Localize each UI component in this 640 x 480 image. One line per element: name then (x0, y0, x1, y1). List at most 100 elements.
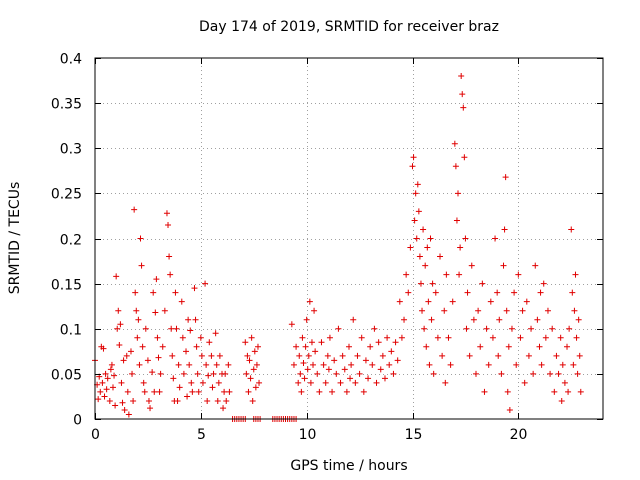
y-tick-label: 0.3 (60, 142, 82, 158)
data-point (341, 366, 348, 373)
data-point (425, 298, 432, 305)
data-point (307, 379, 314, 386)
data-point (210, 370, 217, 377)
data-point (566, 325, 573, 332)
data-point (299, 334, 306, 341)
data-point (388, 348, 395, 355)
data-point (519, 307, 526, 314)
y-axis-label: SRMTID / TECUs (7, 182, 23, 295)
data-point (301, 375, 308, 382)
data-point (352, 379, 359, 386)
data-point (396, 298, 403, 305)
data-point (384, 334, 391, 341)
data-point (155, 354, 162, 361)
y-tick-label: 0.2 (60, 233, 82, 249)
y-tick-label: 0.25 (51, 187, 82, 203)
data-point (439, 352, 446, 359)
data-point (149, 369, 156, 376)
data-point (103, 386, 110, 393)
data-point (511, 289, 518, 296)
data-point (407, 244, 414, 251)
data-point (505, 343, 512, 350)
data-point (144, 357, 151, 364)
data-point (295, 379, 302, 386)
data-point (297, 370, 304, 377)
data-point (133, 307, 140, 314)
x-tick-label: 0 (91, 427, 100, 443)
data-point (305, 352, 312, 359)
data-point (414, 181, 421, 188)
data-point (137, 235, 144, 242)
data-point (252, 384, 259, 391)
data-point (197, 334, 204, 341)
data-point (415, 208, 422, 215)
data-point (311, 307, 318, 314)
data-point (221, 388, 228, 395)
data-point (347, 375, 354, 382)
data-point (335, 325, 342, 332)
data-point (121, 406, 128, 413)
data-point (290, 361, 297, 368)
data-point (154, 334, 161, 341)
data-point (475, 307, 482, 314)
data-point (460, 104, 467, 111)
plot-frame (94, 57, 604, 420)
data-point (151, 388, 158, 395)
data-point (479, 280, 486, 287)
data-point (312, 348, 319, 355)
data-point (348, 361, 355, 368)
data-point (97, 388, 104, 395)
data-point (339, 352, 346, 359)
data-point (457, 244, 464, 251)
data-point (501, 226, 508, 233)
data-point (104, 375, 111, 382)
data-point (326, 334, 333, 341)
data-point (553, 352, 560, 359)
data-point (194, 370, 201, 377)
data-point (495, 352, 502, 359)
data-point (147, 405, 154, 412)
data-point (452, 163, 459, 170)
data-point (401, 316, 408, 323)
data-point (125, 411, 132, 418)
data-point (115, 307, 122, 314)
data-point (120, 357, 127, 364)
data-point (571, 307, 578, 314)
data-point (429, 280, 436, 287)
data-point (191, 285, 198, 292)
data-point (577, 388, 584, 395)
data-point (203, 361, 210, 368)
y-tick-label: 0.15 (51, 278, 82, 294)
data-point (178, 298, 185, 305)
data-point (540, 280, 547, 287)
data-point (316, 388, 323, 395)
data-point (371, 325, 378, 332)
data-point (473, 370, 479, 377)
data-point (412, 190, 419, 197)
data-point (157, 370, 164, 377)
data-point (549, 325, 556, 332)
data-point (223, 397, 230, 404)
data-point (244, 352, 251, 359)
data-point (174, 397, 181, 404)
data-point (559, 361, 566, 368)
data-point (373, 379, 380, 386)
data-point (455, 190, 462, 197)
data-point (528, 325, 535, 332)
data-point (226, 388, 233, 395)
data-point (212, 330, 219, 337)
data-point (489, 334, 496, 341)
data-point (379, 352, 386, 359)
data-point (256, 379, 263, 386)
data-point (198, 352, 205, 359)
data-point (296, 352, 303, 359)
data-point (441, 307, 448, 314)
data-point (350, 316, 357, 323)
data-point (498, 370, 505, 377)
data-point (168, 325, 175, 332)
data-point (165, 221, 172, 228)
data-point (325, 366, 332, 373)
x-axis-label: GPS time / hours (290, 458, 407, 474)
data-point (102, 370, 109, 377)
data-point (106, 397, 113, 404)
